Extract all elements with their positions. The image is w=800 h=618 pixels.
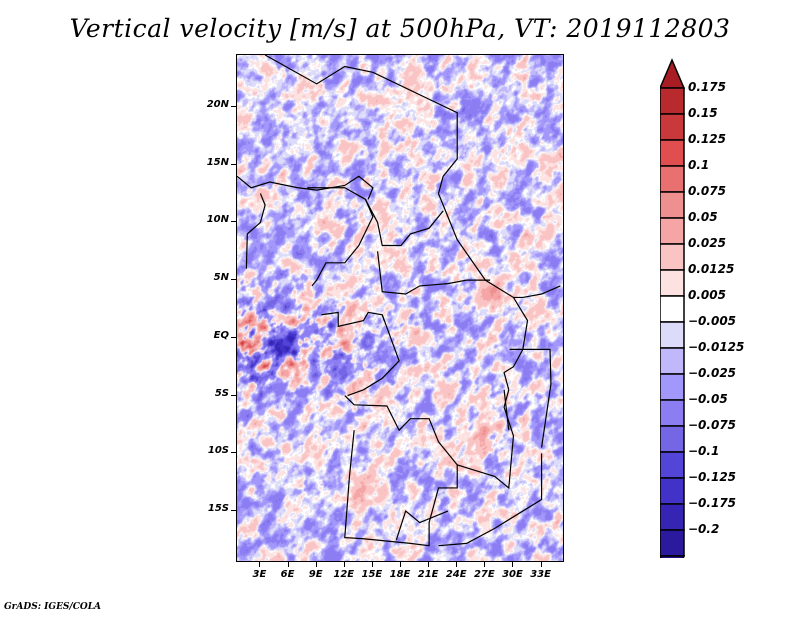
y-tick-mark — [231, 221, 236, 223]
x-tick-mark — [343, 562, 345, 567]
x-tick-label: 9E — [308, 569, 323, 580]
colorbar-label: −0.175 — [688, 496, 737, 510]
colorbar-label: −0.125 — [688, 470, 737, 484]
colorbar-label: −0.025 — [688, 366, 737, 380]
x-tick-label: 24E — [445, 569, 467, 580]
x-tick-mark — [315, 562, 317, 567]
country-border — [245, 193, 266, 269]
y-tick-label: 5S — [214, 387, 229, 399]
country-borders — [237, 55, 561, 547]
colorbar-swatch — [660, 295, 685, 323]
x-tick-mark — [259, 562, 261, 567]
x-tick-label: 6E — [280, 569, 295, 580]
colorbar-swatch — [660, 165, 685, 193]
x-tick-mark — [540, 562, 542, 567]
x-tick-label: 33E — [530, 569, 551, 580]
country-border — [364, 199, 444, 247]
country-border — [344, 389, 515, 490]
country-border — [344, 430, 458, 547]
country-border — [264, 55, 561, 299]
y-tick-mark — [231, 394, 236, 396]
colorbar-swatch — [660, 451, 685, 479]
colorbar-label: 0.1 — [688, 158, 710, 172]
colorbar-label: −0.1 — [688, 444, 720, 458]
colorbar-label: −0.075 — [688, 418, 737, 432]
x-tick-label: 12E — [333, 569, 355, 580]
colorbar-swatch — [660, 425, 685, 453]
grads-credit: GrADS: IGES/COLA — [4, 602, 102, 612]
y-tick-label: 10S — [207, 445, 229, 457]
x-tick-mark — [484, 562, 486, 567]
y-tick-label: 15N — [206, 156, 229, 168]
country-border — [376, 251, 491, 295]
colorbar-label: −0.2 — [688, 522, 720, 536]
colorbar-swatch — [660, 217, 685, 245]
y-tick-mark — [231, 510, 236, 512]
country-border — [503, 389, 510, 431]
colorbar-extend-max — [660, 58, 686, 89]
y-tick-label: 5N — [213, 272, 229, 284]
colorbar-label: −0.05 — [688, 392, 728, 406]
colorbar-swatch — [660, 87, 685, 115]
x-tick-mark — [512, 562, 514, 567]
country-border — [307, 187, 374, 287]
colorbar-label: −0.0125 — [688, 340, 745, 354]
colorbar-label: 0.0125 — [688, 262, 735, 276]
colorbar-swatch — [660, 477, 685, 505]
y-tick-label: 10N — [206, 214, 229, 226]
vertical-velocity-field — [237, 55, 563, 561]
colorbar-label: 0.005 — [688, 288, 726, 302]
chart-title: Vertical velocity [m/s] at 500hPa, VT: 2… — [69, 14, 731, 43]
colorbar-label: 0.05 — [688, 210, 718, 224]
x-tick-mark — [428, 562, 430, 567]
colorbar-swatch — [660, 269, 685, 297]
colorbar-swatch — [660, 321, 685, 349]
colorbar-swatch — [660, 191, 685, 219]
country-border — [237, 175, 374, 200]
x-tick-label: 18E — [389, 569, 411, 580]
y-tick-mark — [231, 105, 236, 107]
x-tick-mark — [371, 562, 373, 567]
x-tick-mark — [456, 562, 458, 567]
x-tick-label: 3E — [252, 569, 267, 580]
colorbar-label: −0.005 — [688, 314, 737, 328]
colorbar-swatch — [660, 399, 685, 427]
y-tick-mark — [231, 279, 236, 281]
y-tick-mark — [231, 163, 236, 165]
country-border — [438, 453, 543, 547]
country-border — [321, 311, 385, 328]
x-tick-label: 15E — [361, 569, 383, 580]
colorbar-swatch — [660, 113, 685, 141]
country-border — [503, 297, 529, 390]
x-tick-label: 30E — [502, 569, 523, 580]
y-tick-label: EQ — [213, 329, 229, 341]
y-tick-label: 20N — [206, 98, 229, 110]
colorbar-swatch — [660, 347, 685, 375]
colorbar-swatch — [660, 139, 685, 167]
x-tick-mark — [400, 562, 401, 567]
colorbar-swatch — [660, 503, 685, 531]
colorbar-label: 0.075 — [688, 184, 726, 198]
x-tick-label: 27E — [473, 569, 495, 580]
x-tick-mark — [287, 562, 289, 567]
country-border — [509, 348, 552, 448]
colorbar-label: 0.125 — [688, 132, 726, 146]
y-tick-mark — [231, 452, 236, 454]
colorbar — [660, 58, 686, 558]
x-tick-label: 21E — [417, 569, 439, 580]
colorbar-extend-min — [660, 555, 686, 558]
colorbar-swatch — [660, 373, 685, 401]
map-plot-area — [236, 54, 564, 562]
y-tick-label: 15S — [207, 503, 229, 515]
y-tick-mark — [231, 336, 236, 338]
colorbar-label: 0.025 — [688, 236, 726, 250]
country-border — [347, 314, 400, 397]
colorbar-swatch — [660, 529, 685, 557]
country-border — [395, 510, 449, 541]
colorbar-label: 0.15 — [688, 106, 718, 120]
colorbar-label: 0.175 — [688, 80, 726, 94]
colorbar-swatch — [660, 243, 685, 271]
